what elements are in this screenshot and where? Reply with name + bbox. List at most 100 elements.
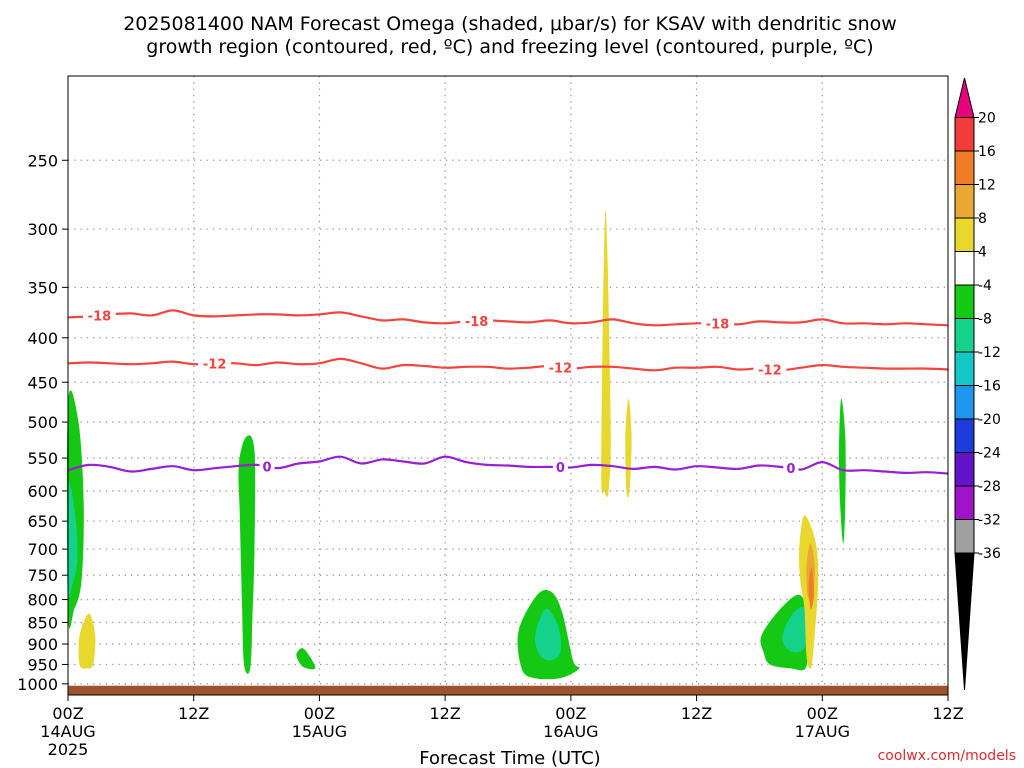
y-tick-label: 550 bbox=[27, 449, 58, 468]
colorbar-swatch bbox=[954, 251, 975, 286]
y-tick-label: 650 bbox=[27, 512, 58, 531]
contour-label-bg bbox=[460, 312, 494, 329]
x-tick-label: 12Z bbox=[681, 704, 712, 723]
x-tick-label: 12Z bbox=[932, 704, 963, 723]
grid-layer bbox=[68, 76, 948, 695]
y-tick-label: 700 bbox=[27, 540, 58, 559]
contour-label: 0 bbox=[786, 462, 795, 477]
credit-text: coolwx.com/models bbox=[878, 748, 1016, 764]
y-tick-label: 900 bbox=[27, 635, 58, 654]
omega-region bbox=[782, 606, 807, 653]
contour-layer: -18 -18 -18 -12 -12 -12 0 0 0 bbox=[67, 307, 949, 477]
x-tick-date: 17AUG bbox=[795, 722, 850, 741]
x-tick-date: 15AUG bbox=[292, 722, 347, 741]
colorbar-label: -36 bbox=[978, 546, 1001, 562]
contour-label-bg bbox=[753, 361, 787, 378]
colorbar-swatch bbox=[954, 485, 975, 520]
contour-label: 0 bbox=[263, 461, 272, 476]
y-tick-label: 250 bbox=[27, 151, 58, 170]
colorbar-swatch bbox=[954, 385, 975, 420]
y-tick-label: 850 bbox=[27, 613, 58, 632]
contour-label-bg bbox=[259, 458, 275, 475]
contour-label-bg bbox=[552, 459, 568, 476]
omega-region bbox=[601, 209, 611, 498]
colorbar-label: -20 bbox=[978, 412, 1001, 428]
y-tick-label: 500 bbox=[27, 413, 58, 432]
colorbar-swatch bbox=[954, 184, 975, 219]
x-tick-label: 12Z bbox=[429, 704, 460, 723]
contour-label: -12 bbox=[203, 357, 227, 372]
y-tick-label: 300 bbox=[27, 220, 58, 239]
omega-region bbox=[534, 608, 562, 661]
chart-title-line2: growth region (contoured, red, ºC) and f… bbox=[146, 36, 873, 58]
colorbar-swatch bbox=[954, 519, 975, 554]
contour-label-bg bbox=[783, 460, 799, 477]
contour-label-bg bbox=[543, 359, 577, 376]
colorbar-cap-bottom bbox=[954, 552, 975, 691]
plot-frame bbox=[67, 75, 949, 696]
ground-surface bbox=[68, 685, 948, 695]
x-tick-label: 12Z bbox=[178, 704, 209, 723]
colorbar-label: -4 bbox=[978, 278, 992, 294]
omega-region bbox=[67, 481, 78, 598]
y-tick-label: 950 bbox=[27, 655, 58, 674]
colorbar-label: -24 bbox=[978, 446, 1001, 462]
omega-region bbox=[808, 567, 814, 610]
colorbar-label: -8 bbox=[978, 312, 992, 328]
colorbar-swatch bbox=[954, 284, 975, 319]
y-axis-ticks: 250 300 350 400 450 500 550 600 650 700 750 800 850 9… bbox=[17, 151, 68, 694]
colorbar-label: 16 bbox=[978, 144, 996, 160]
colorbar-swatch bbox=[954, 418, 975, 453]
colorbar-swatch bbox=[954, 318, 975, 353]
contour-label: -18 bbox=[706, 317, 730, 332]
chart-title-line1: 2025081400 NAM Forecast Omega (shaded, μ… bbox=[123, 13, 897, 35]
contour-label: -12 bbox=[549, 361, 573, 376]
contour-label: -12 bbox=[758, 363, 782, 378]
omega-region bbox=[625, 398, 632, 498]
x-tick-label: 00Z bbox=[304, 704, 335, 723]
x-tick-label: 00Z bbox=[555, 704, 586, 723]
contour-label: 0 bbox=[556, 461, 565, 476]
y-tick-label: 600 bbox=[27, 482, 58, 501]
x-axis-title: Forecast Time (UTC) bbox=[419, 748, 600, 768]
colorbar-swatch bbox=[954, 217, 975, 252]
omega-region bbox=[78, 613, 96, 669]
contour-line--18 bbox=[67, 309, 949, 327]
omega-region bbox=[238, 435, 256, 674]
contour-label: -18 bbox=[465, 315, 489, 330]
x-tick-label: 00Z bbox=[807, 704, 838, 723]
y-tick-label: 400 bbox=[27, 329, 58, 348]
colorbar-swatch bbox=[954, 351, 975, 386]
colorbar-label: 20 bbox=[978, 111, 996, 127]
contour-label-bg bbox=[82, 307, 116, 324]
x-tick-label: 00Z bbox=[52, 704, 83, 723]
contour-line-0 bbox=[67, 455, 949, 475]
colorbar-label: -16 bbox=[978, 379, 1001, 395]
colorbar-cap-top bbox=[954, 77, 975, 118]
colorbar-label: -32 bbox=[978, 513, 1001, 529]
omega-shading-layer bbox=[66, 209, 846, 680]
y-tick-label: 750 bbox=[27, 566, 58, 585]
colorbar-legend: 20 16 12 8 4 -4 -8 -12 -16 -20 -24 -28 -32 -36 bbox=[954, 77, 1001, 691]
x-tick-year: 2025 bbox=[48, 740, 89, 759]
y-tick-label: 450 bbox=[27, 373, 58, 392]
colorbar-label: 8 bbox=[978, 211, 987, 227]
x-tick-date: 16AUG bbox=[543, 722, 598, 741]
colorbar-label: -12 bbox=[978, 345, 1001, 361]
contour-label-bg bbox=[701, 315, 735, 332]
colorbar-swatch bbox=[954, 150, 975, 185]
colorbar-label: -28 bbox=[978, 479, 1001, 495]
y-tick-label: 800 bbox=[27, 591, 58, 610]
contour-label-bg bbox=[198, 355, 232, 372]
colorbar-label: 4 bbox=[978, 245, 987, 261]
colorbar-swatch bbox=[954, 452, 975, 487]
omega-region bbox=[296, 648, 316, 670]
x-tick-date: 14AUG bbox=[40, 722, 95, 741]
colorbar-swatch bbox=[954, 117, 975, 152]
y-tick-label: 350 bbox=[27, 278, 58, 297]
colorbar-label: 12 bbox=[978, 178, 996, 194]
y-tick-label: 1000 bbox=[17, 675, 58, 694]
contour-label: -18 bbox=[88, 309, 112, 324]
